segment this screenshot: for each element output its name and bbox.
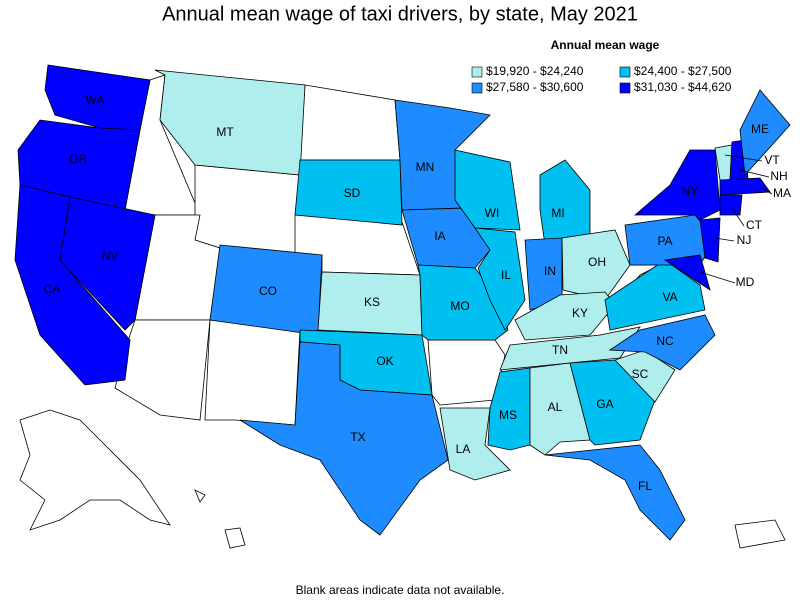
state [401, 207, 491, 269]
legend-title: Annual mean wage [551, 38, 660, 52]
legend-label: $19,920 - $24,240 [486, 64, 584, 78]
no-data-states [19, 74, 786, 549]
map-title: Annual mean wage of taxi drivers, by sta… [162, 3, 638, 25]
label-pointer [739, 169, 770, 178]
state-label: IA [434, 229, 445, 243]
state-label: AL [548, 400, 563, 414]
state [294, 159, 403, 226]
label-pointer [731, 207, 745, 227]
state-label: IL [501, 268, 511, 282]
state [614, 349, 676, 403]
state-label: SC [632, 367, 649, 381]
state-label: TX [350, 430, 365, 444]
state-label: WI [485, 206, 500, 220]
footnote: Blank areas indicate data not available. [296, 583, 505, 597]
state-label: NC [656, 334, 674, 348]
state [544, 444, 686, 541]
state-label: MI [551, 206, 564, 220]
legend-swatch [471, 82, 483, 94]
legend-swatch [619, 82, 631, 94]
state-label: NV [102, 249, 119, 263]
state [474, 227, 526, 331]
state-label: CA [44, 282, 61, 296]
label-pointer [761, 187, 773, 195]
state [719, 177, 771, 196]
state-label: CO [259, 284, 277, 298]
state [239, 341, 449, 536]
state-label: KS [364, 295, 380, 309]
state [608, 314, 716, 371]
state [739, 89, 791, 176]
state-label: PA [657, 234, 672, 248]
state-label: SD [344, 186, 361, 200]
state-label: GA [596, 397, 613, 411]
state-label: VA [662, 290, 677, 304]
state [663, 254, 711, 291]
state-labels: WA OR CA NV MT CO SD KS OK TX MN IA MO LA WI IL MI IN OH KY… [44, 93, 791, 493]
state [561, 229, 631, 301]
legend: $19,920 - $24,240 $24,400 - $27,500 $27,58… [471, 64, 732, 94]
state-label: KY [572, 306, 588, 320]
legend-swatch [619, 66, 631, 78]
label-pointer [724, 154, 763, 162]
state-label: VT [764, 153, 780, 167]
legend-label: $31,030 - $44,620 [634, 80, 732, 94]
state [539, 159, 591, 246]
state-label: ME [751, 122, 769, 136]
state-label: NY [682, 184, 699, 198]
state-label: IN [544, 264, 556, 278]
state-label: MO [450, 299, 469, 313]
state [154, 69, 306, 176]
state-label: MS [499, 408, 517, 422]
state-label: MD [736, 275, 755, 289]
state-label: WA [86, 93, 105, 107]
state-label: CT [746, 218, 763, 232]
state-label: OR [69, 152, 87, 166]
state [59, 196, 156, 331]
state-label: NH [770, 169, 787, 183]
state-label: MN [416, 160, 435, 174]
label-pointer [714, 237, 735, 242]
state-label: FL [638, 479, 652, 493]
states [14, 64, 791, 541]
legend-swatch [471, 66, 483, 78]
state-label: LA [456, 442, 471, 456]
label-pointer [699, 271, 736, 284]
state [719, 194, 743, 216]
state-label: NJ [737, 233, 752, 247]
state [454, 149, 521, 231]
state-label: OH [588, 255, 606, 269]
state [699, 217, 721, 263]
legend-label: $27,580 - $30,600 [486, 80, 584, 94]
state-label: OK [376, 354, 393, 368]
legend-label: $24,400 - $27,500 [634, 64, 732, 78]
state [714, 144, 733, 181]
state-label: TN [552, 343, 568, 357]
state-label: MA [773, 186, 791, 200]
state [604, 259, 706, 331]
state [633, 149, 721, 221]
state-label: MT [216, 125, 234, 139]
